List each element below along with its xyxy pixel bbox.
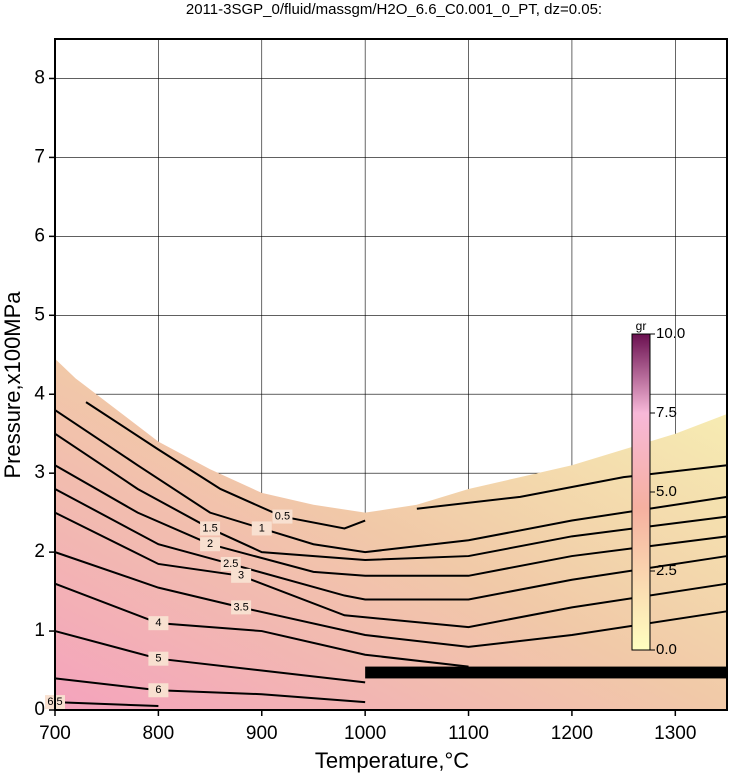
contour-line — [54, 464, 728, 577]
contour-label-bg — [200, 521, 221, 536]
contour-line — [54, 582, 469, 668]
contour-label: 2.5 — [223, 558, 238, 570]
contour-label: 5 — [155, 653, 161, 665]
contour-label: 3 — [238, 570, 244, 582]
contour-label: 6 — [155, 684, 161, 696]
y-tick-label: 0 — [34, 699, 45, 720]
contour-label-bg — [148, 683, 169, 698]
y-tick-label: 3 — [34, 462, 45, 483]
x-tick-label: 800 — [143, 723, 175, 744]
masked-band — [365, 666, 727, 679]
contour-label-bg — [148, 651, 169, 666]
contour-line — [54, 551, 728, 648]
contour-line — [54, 432, 728, 562]
contour-label-bg — [251, 521, 272, 536]
contour-line — [54, 488, 728, 601]
contour-label: 1.5 — [202, 522, 217, 534]
contour-line — [54, 409, 728, 554]
colorbar-tick-label: 5.0 — [656, 483, 677, 500]
contour-label-bg — [231, 568, 252, 583]
contour-line — [54, 630, 366, 684]
contour-label: 0.5 — [275, 511, 290, 523]
colorbar-tick-label: 7.5 — [656, 404, 677, 421]
x-tick-label: 1200 — [551, 723, 593, 744]
x-tick-label: 700 — [39, 723, 71, 744]
y-tick-label: 7 — [34, 146, 45, 167]
y-tick-label: 4 — [34, 383, 45, 404]
y-tick-label: 2 — [34, 541, 45, 562]
y-tick-label: 5 — [34, 304, 45, 325]
y-tick-label: 6 — [34, 225, 45, 246]
chart-title: 2011-3SGP_0/fluid/massgm/H2O_6.6_C0.001_… — [186, 1, 602, 18]
colorbar-tick-label: 0.0 — [656, 641, 677, 658]
contour-line — [54, 511, 728, 629]
contour-label-bg — [220, 556, 241, 571]
x-axis-label: Temperature,°C — [315, 748, 469, 773]
x-tick-label: 1300 — [654, 723, 696, 744]
colorbar — [631, 333, 651, 651]
plot-frame — [54, 38, 728, 711]
contour-label-bg — [231, 600, 252, 615]
data-domain — [55, 358, 727, 710]
colorbar-label: gr — [636, 319, 647, 333]
contour-label-bg — [148, 616, 169, 631]
contour-label-bg — [200, 537, 221, 552]
contour-line — [54, 701, 159, 708]
colorbar-tick-label: 2.5 — [656, 562, 677, 579]
y-tick-label: 8 — [34, 67, 45, 88]
contour-line — [54, 677, 366, 704]
contour-label: 4 — [155, 617, 161, 629]
y-axis-label: Pressure,x100MPa — [0, 291, 25, 479]
x-tick-label: 1000 — [344, 723, 386, 744]
contour-label: 2 — [207, 538, 213, 550]
x-tick-label: 1100 — [448, 723, 489, 744]
contour-label: 3.5 — [233, 601, 248, 613]
contour-line — [85, 401, 728, 530]
colorbar-tick-label: 10.0 — [656, 325, 685, 342]
y-tick-label: 1 — [34, 620, 45, 641]
x-tick-label: 900 — [246, 723, 278, 744]
contour-label: 1 — [259, 522, 265, 534]
contour-label-bg — [272, 509, 293, 524]
